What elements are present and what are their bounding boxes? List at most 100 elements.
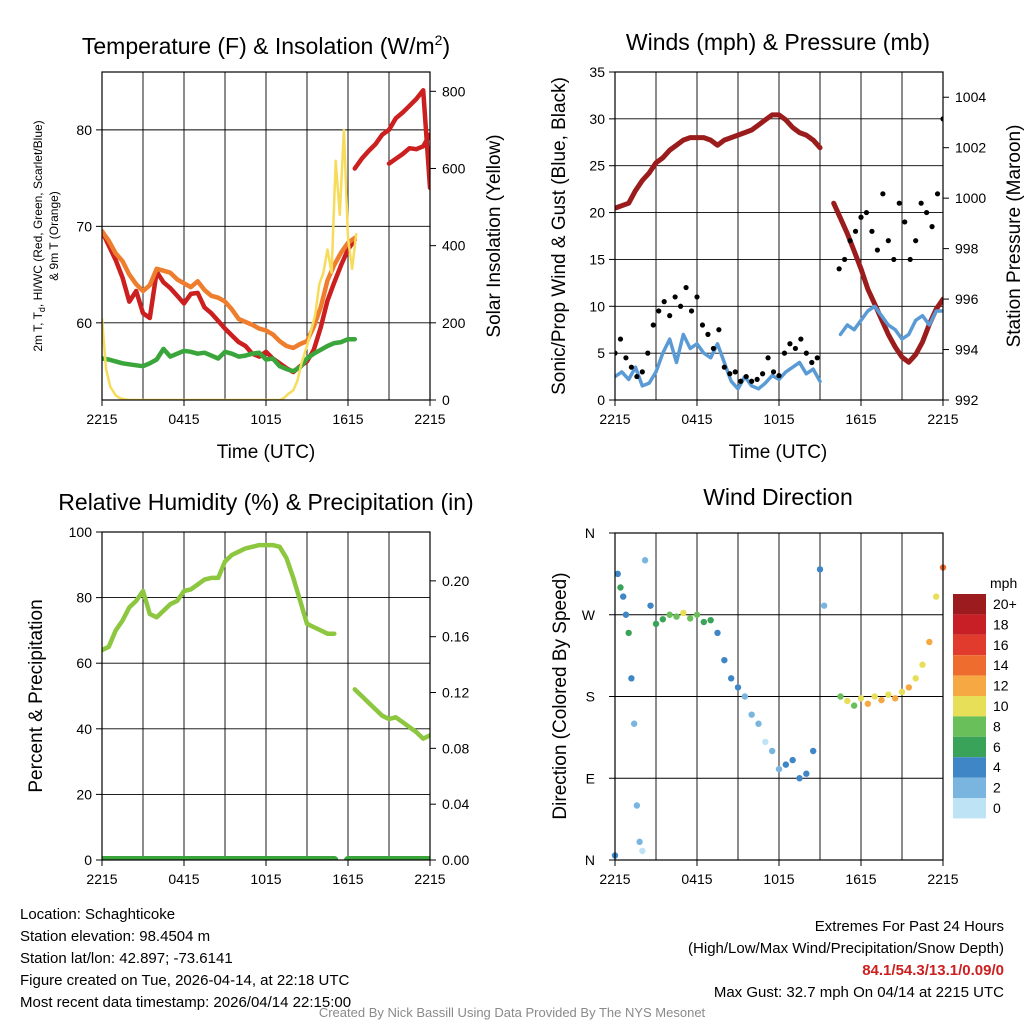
direction-point	[891, 695, 899, 702]
y2-tick-label: 0	[442, 392, 450, 408]
humidity-ticks: 2215 0415 1015 1615 2215 0 20 40 60 80 100 0.00 0.04…	[69, 524, 470, 887]
winds-title: Winds (mph) & Pressure (mb)	[626, 29, 930, 55]
humidity-series	[102, 542, 430, 860]
insolation-ylabel: Solar Insolation (Yellow)	[484, 134, 505, 337]
direction-point	[816, 566, 824, 573]
legend-swatch	[953, 798, 986, 819]
gust-point	[847, 238, 853, 244]
direction-panel: Wind Direction 2215 0415 1015 1615 2215NESWN…	[550, 484, 1017, 887]
direction-point	[789, 756, 796, 764]
gust-point	[809, 359, 815, 366]
x-tick-label: 2215	[414, 871, 445, 887]
td-line	[102, 336, 358, 374]
y-tick-label: 5	[597, 345, 605, 361]
gust-point	[650, 322, 656, 328]
y-tick-label: N	[585, 852, 595, 868]
extremes-values: 84.1/54.3/13.1/0.09/0	[862, 962, 1004, 979]
y-tick-label: W	[582, 607, 596, 623]
2m-t-afternoon--line	[352, 88, 430, 191]
extremes-box: Extremes For Past 24 Hours (High/Low/Max…	[688, 916, 1004, 1004]
y-tick-label: 20	[589, 205, 605, 221]
direction-point	[905, 684, 913, 691]
gust-point	[792, 345, 799, 352]
gust-point	[885, 238, 891, 244]
y2-tick-label: 0.08	[442, 740, 469, 756]
legend-label: 4	[993, 759, 1001, 775]
temperature-title: Temperature (F) & Insolation (W/m2)	[82, 32, 450, 59]
legend-swatch	[953, 655, 986, 676]
gust-point	[803, 350, 809, 356]
pressure-line	[615, 112, 943, 365]
y-tick-label: N	[585, 525, 595, 541]
y-tick-label: 80	[76, 122, 92, 138]
recent-data: Most recent data timestamp: 2026/04/14 2…	[20, 994, 352, 1011]
y-tick-label: 15	[589, 251, 605, 267]
legend-label: 18	[993, 616, 1009, 632]
figure-created: Figure created on Tue, 2026-04-14, at 22…	[20, 972, 350, 989]
gust-point	[727, 371, 733, 377]
gust-point	[913, 238, 919, 244]
gust-point	[694, 294, 700, 300]
gust-point	[787, 341, 793, 347]
x-tick-label: 1615	[845, 871, 876, 887]
winds-panel: Winds (mph) & Pressure (mb) 2215 0415 1015…	[549, 29, 1024, 463]
temperature-xlabel: Time (UTC)	[217, 442, 316, 463]
gust-point	[852, 228, 859, 234]
x-tick-label: 1015	[250, 871, 281, 887]
x-tick-label: 0415	[681, 411, 712, 427]
temperature-series	[102, 88, 430, 400]
gust-point	[699, 322, 706, 328]
direction-point	[652, 620, 660, 628]
credit-line: Created By Nick Bassill Using Data Provi…	[318, 1005, 706, 1020]
gust-point	[814, 355, 820, 361]
direction-point	[912, 675, 919, 682]
humidity-ylabel: Percent & Precipitation	[26, 599, 47, 792]
gust-point	[688, 308, 695, 314]
direction-point	[932, 593, 940, 600]
direction-point	[617, 584, 624, 591]
legend-label: 2	[993, 780, 1001, 796]
insolation-line	[102, 128, 358, 400]
x-tick-label: 0415	[168, 871, 199, 887]
gust-point	[617, 336, 624, 342]
winds-grid	[615, 72, 943, 400]
x-tick-label: 1615	[845, 411, 876, 427]
gust-point	[634, 373, 640, 380]
gust-point	[924, 209, 930, 216]
direction-point	[673, 613, 680, 620]
gust-point	[661, 299, 667, 305]
direction-point	[734, 684, 742, 691]
max-gust: Max Gust: 32.7 mph On 04/14 at 2215 UTC	[713, 984, 1004, 1001]
y-tick-label: E	[586, 770, 595, 786]
gust-point	[760, 371, 766, 377]
gust-point	[896, 200, 902, 206]
direction-point	[898, 688, 906, 696]
direction-point	[700, 618, 708, 626]
direction-point	[622, 611, 630, 618]
legend-swatch	[953, 594, 986, 615]
direction-point	[871, 693, 878, 700]
direction-point	[796, 775, 803, 782]
direction-point	[693, 611, 701, 618]
direction-point	[628, 675, 635, 682]
y2-tick-label: 996	[955, 291, 979, 307]
gust-point	[929, 224, 935, 230]
legend-label: 14	[993, 657, 1009, 673]
x-tick-label: 1615	[332, 871, 363, 887]
direction-point	[803, 770, 810, 777]
gust-point	[645, 350, 651, 356]
x-tick-label: 1615	[332, 411, 363, 427]
direction-point	[926, 638, 933, 646]
y2-tick-label: 200	[442, 315, 466, 331]
x-tick-label: 2215	[927, 871, 958, 887]
gust-point	[918, 200, 924, 206]
speed-legend-title: mph	[990, 575, 1017, 591]
direction-point	[641, 557, 649, 564]
station-elevation: Station elevation: 98.4504 m	[20, 928, 211, 945]
humidity-panel: Relative Humidity (%) & Precipitation (i…	[26, 489, 474, 887]
direction-point	[707, 617, 714, 624]
legend-swatch	[953, 716, 986, 737]
winds-series	[615, 112, 943, 391]
direction-point	[878, 696, 885, 704]
gust-point	[749, 378, 755, 384]
